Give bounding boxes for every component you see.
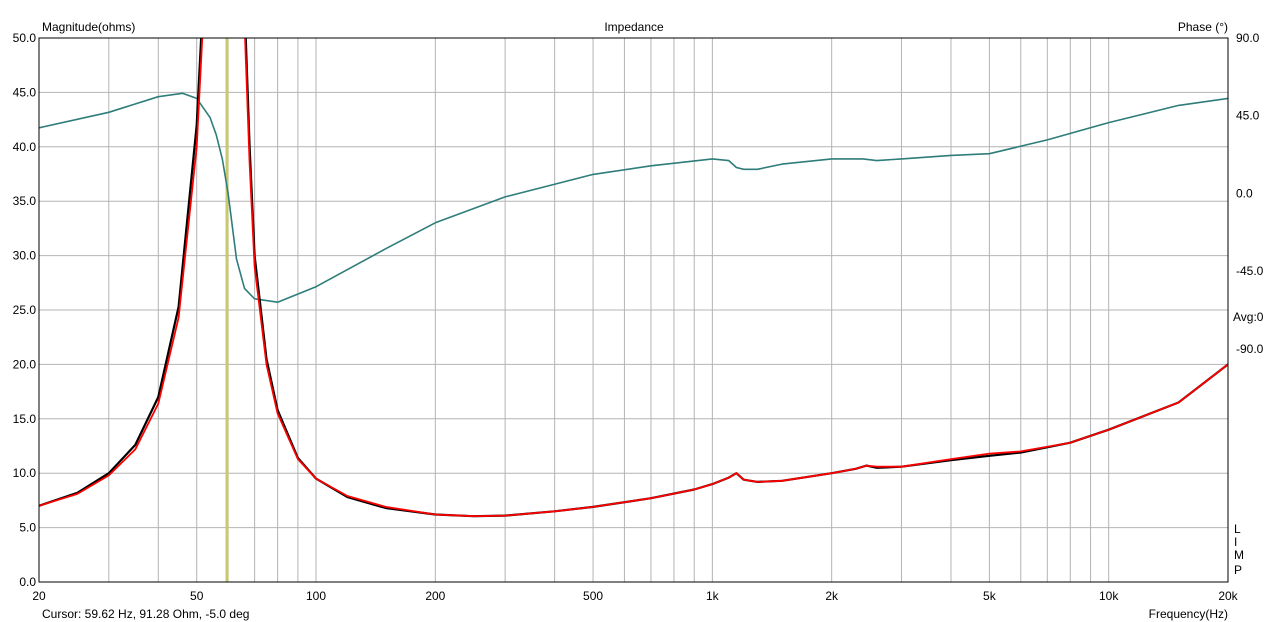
y-axis-title: Magnitude(ohms): [42, 20, 135, 34]
x-tick-label: 50: [190, 589, 204, 603]
y2-tick-label: 0.0: [1236, 186, 1253, 200]
x-tick-label: 1k: [706, 589, 720, 603]
y2-tick-label: 90.0: [1236, 31, 1260, 45]
y-tick-label: 15.0: [13, 412, 37, 426]
lip-letter-m: M: [1234, 548, 1244, 562]
y-tick-label: 30.0: [13, 249, 37, 263]
y2-axis-ticks: -90.0 -45.0 0.0 45.0 90.0: [1236, 31, 1264, 356]
series-layer: [39, 38, 1228, 518]
y2-tick-label: -45.0: [1236, 264, 1264, 278]
x-tick-label: 2k: [825, 589, 839, 603]
x-tick-label: 100: [306, 589, 326, 603]
y2-tick-label: -90.0: [1236, 342, 1264, 356]
lip-letter-i: I: [1234, 535, 1237, 549]
y2-tick-label: 45.0: [1236, 109, 1260, 123]
lip-letter-p: P: [1234, 563, 1242, 577]
x-tick-label: 20k: [1218, 589, 1238, 603]
x-axis-title: Frequency(Hz): [1149, 607, 1228, 621]
x-axis-ticks: 20 50 100 200 500 1k 2k 5k 10k 20k: [32, 589, 1238, 603]
x-tick-label: 5k: [983, 589, 997, 603]
impedance-model-line: [39, 38, 1228, 518]
lip-letter-l: L: [1234, 522, 1241, 536]
x-tick-label: 10k: [1099, 589, 1119, 603]
y-tick-label: 5.0: [19, 521, 36, 535]
y-tick-label: 25.0: [13, 303, 37, 317]
y2-axis-title: Phase (°): [1178, 20, 1228, 34]
x-tick-label: 20: [32, 589, 46, 603]
y-tick-label: 20.0: [13, 357, 37, 371]
y-tick-label: 50.0: [13, 31, 37, 45]
y-tick-label: 45.0: [13, 85, 37, 99]
chart-title: Impedance: [604, 20, 664, 34]
y-tick-label: 40.0: [13, 140, 37, 154]
plot-frame: [38, 37, 1229, 583]
x-tick-label: 200: [425, 589, 445, 603]
avg-label: Avg:0: [1233, 310, 1264, 324]
y-axis-ticks: 0.0 5.0 10.0 15.0 20.0 25.0 30.0 35.0 40.0 45.0 50…: [13, 31, 37, 589]
x-tick-label: 500: [583, 589, 603, 603]
y-tick-label: 35.0: [13, 194, 37, 208]
phase-line: [39, 92, 1228, 303]
y-tick-label: 0.0: [19, 575, 36, 589]
cursor-readout: Cursor: 59.62 Hz, 91.28 Ohm, -5.0 deg: [42, 607, 249, 621]
y-tick-label: 10.0: [13, 466, 37, 480]
